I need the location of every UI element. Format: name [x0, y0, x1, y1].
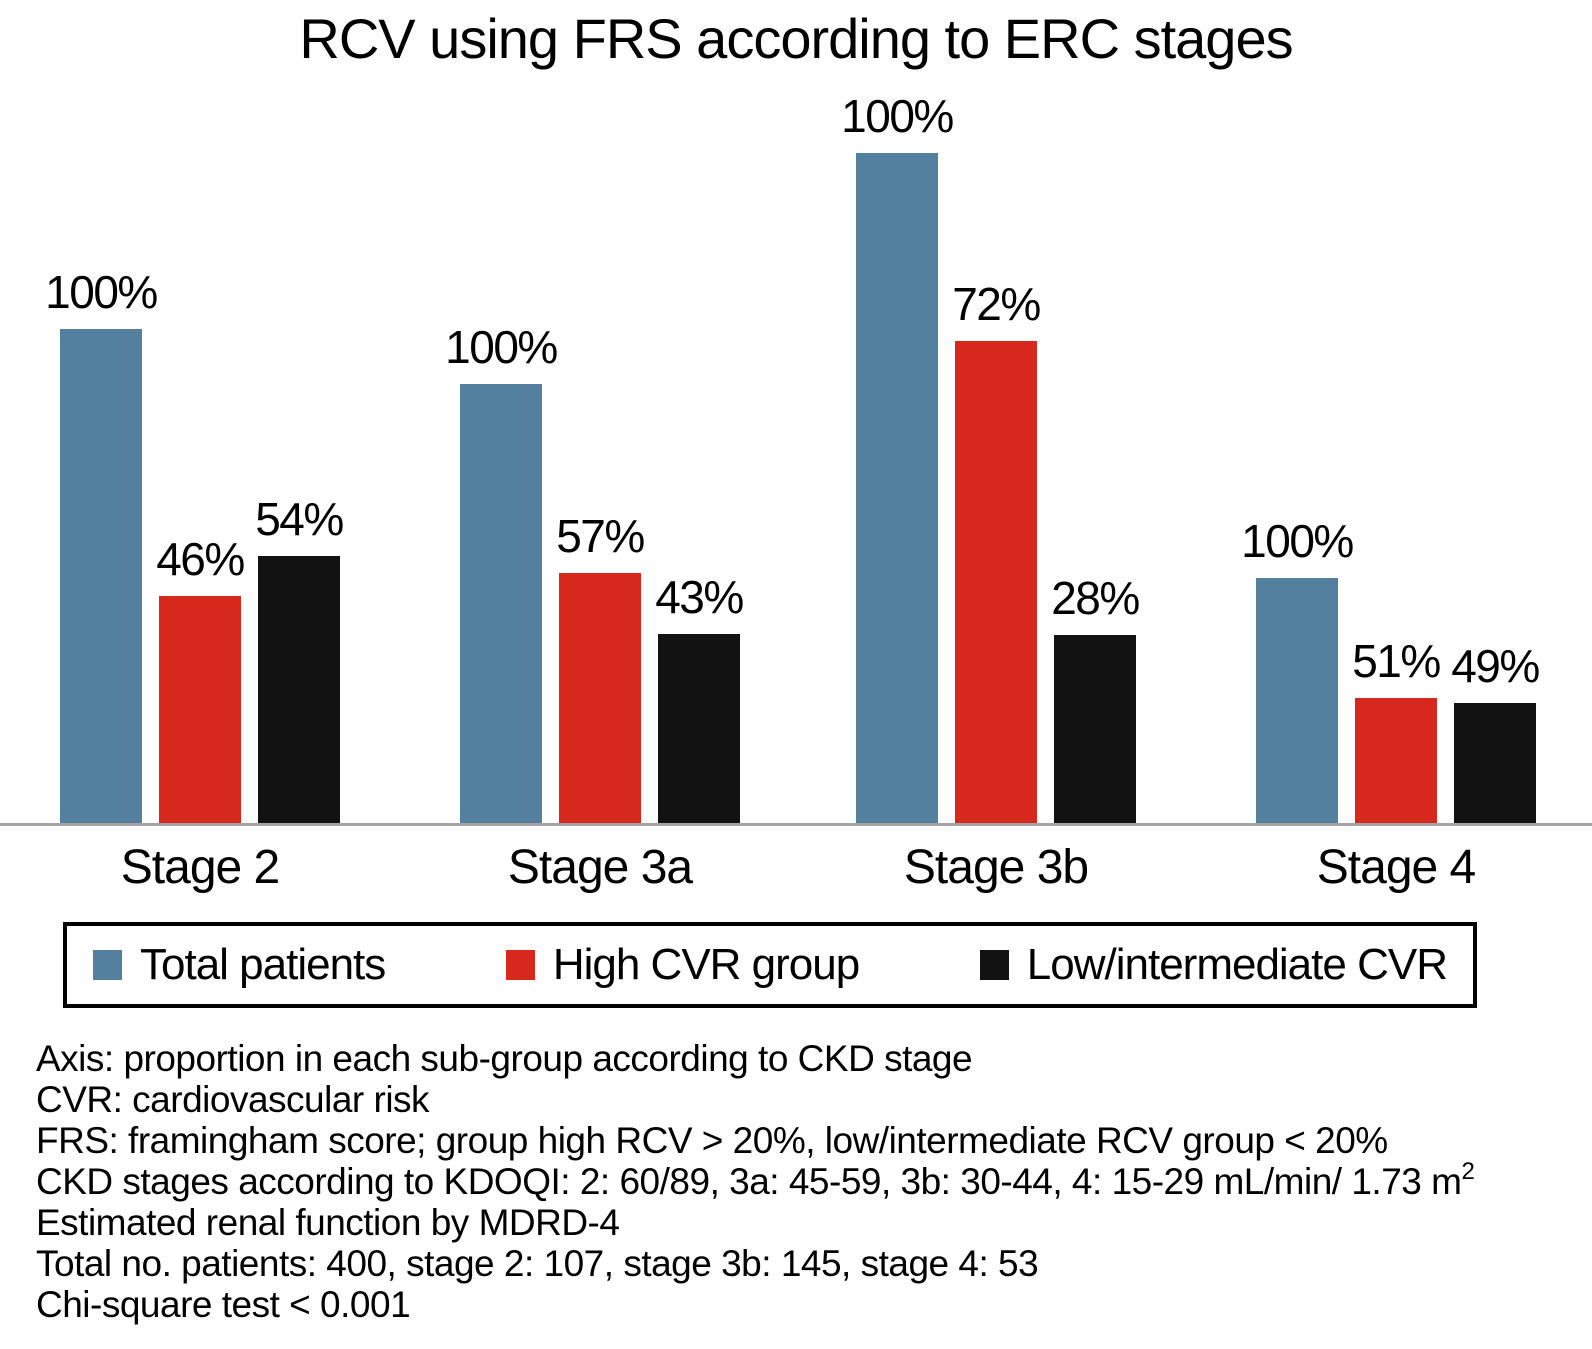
bar-value-label-total-patients-stage-3b: 100%: [841, 90, 954, 142]
category-axis: Stage 2 Stage 3a Stage 3b Stage 4: [0, 826, 1592, 904]
bar-value-label-total-patients-stage-4: 100%: [1241, 515, 1354, 567]
footnotes: Axis: proportion in each sub-group accor…: [0, 1038, 1592, 1325]
footnote-line-7: Chi-square test < 0.001: [36, 1284, 411, 1325]
category-label-stage-3b: Stage 3b: [903, 841, 1089, 894]
bar-value-label-total-patients-stage-2: 100%: [45, 266, 158, 318]
bar-value-label-low-intermediate-cvr-stage-2: 54%: [255, 493, 344, 545]
bar-high-cvr-group-stage-2: [159, 596, 241, 823]
legend-swatch-icon: [979, 950, 1009, 980]
bar-total-patients-stage-2: [60, 329, 142, 823]
bar-value-label-low-intermediate-cvr-stage-4: 49%: [1451, 640, 1540, 692]
superscript: 2: [1461, 1157, 1475, 1185]
legend-item-high-cvr-group: High CVR group: [505, 940, 860, 990]
bar-value-label-high-cvr-group-stage-2: 46%: [156, 533, 245, 585]
bar-high-cvr-group-stage-4: [1355, 698, 1437, 823]
legend-label: Total patients: [140, 940, 386, 989]
legend-swatch-icon: [93, 950, 122, 980]
bar-high-cvr-group-stage-3a: [559, 573, 641, 823]
bar-value-label-total-patients-stage-3a: 100%: [445, 321, 558, 373]
bar-total-patients-stage-3b: [856, 153, 938, 823]
legend-label: Low/intermediate CVR: [1026, 940, 1448, 989]
bar-value-label-high-cvr-group-stage-3b: 72%: [952, 278, 1041, 330]
footnote-line-5: Estimated renal function by MDRD-4: [36, 1202, 620, 1243]
bar-total-patients-stage-3a: [460, 384, 542, 823]
bar-value-label-high-cvr-group-stage-3a: 57%: [556, 510, 645, 562]
bar-low-intermediate-cvr-stage-3b: [1054, 635, 1136, 823]
bar-value-label-high-cvr-group-stage-4: 51%: [1352, 635, 1441, 687]
footnote-line-4: CKD stages according to KDOQI: 2: 60/89,…: [36, 1157, 1475, 1202]
category-label-stage-4: Stage 4: [1316, 841, 1476, 894]
legend-item-total-patients: Total patients: [93, 940, 386, 990]
bar-low-intermediate-cvr-stage-2: [258, 556, 340, 823]
footnote-line-6: Total no. patients: 400, stage 2: 107, s…: [36, 1243, 1039, 1284]
legend-box: Total patients High CVR group Low/intermed…: [63, 922, 1477, 1008]
bar-value-label-low-intermediate-cvr-stage-3a: 43%: [655, 571, 744, 623]
bar-value-label-low-intermediate-cvr-stage-3b: 28%: [1051, 572, 1140, 624]
footnote-line-1: Axis: proportion in each sub-group accor…: [36, 1038, 973, 1079]
bar-high-cvr-group-stage-3b: [955, 341, 1037, 823]
legend-swatch-icon: [505, 950, 535, 980]
legend-label: High CVR group: [552, 940, 860, 989]
category-label-stage-3a: Stage 3a: [507, 841, 693, 894]
bar-low-intermediate-cvr-stage-3a: [658, 634, 740, 823]
plot-area: 100% 100% 100% 100% 46% 57% 72% 51% 54% 43% 28% 49%: [0, 70, 1592, 826]
chart-title: RCV using FRS according to ERC stages: [299, 7, 1293, 70]
footnote-line-2: CVR: cardiovascular risk: [36, 1079, 430, 1120]
footnote-line-3: FRS: framingham score; group high RCV > …: [36, 1120, 1388, 1161]
bar-low-intermediate-cvr-stage-4: [1454, 703, 1536, 823]
bar-total-patients-stage-4: [1256, 578, 1338, 823]
legend-item-low-intermediate-cvr: Low/intermediate CVR: [979, 940, 1448, 990]
category-label-stage-2: Stage 2: [120, 841, 280, 894]
